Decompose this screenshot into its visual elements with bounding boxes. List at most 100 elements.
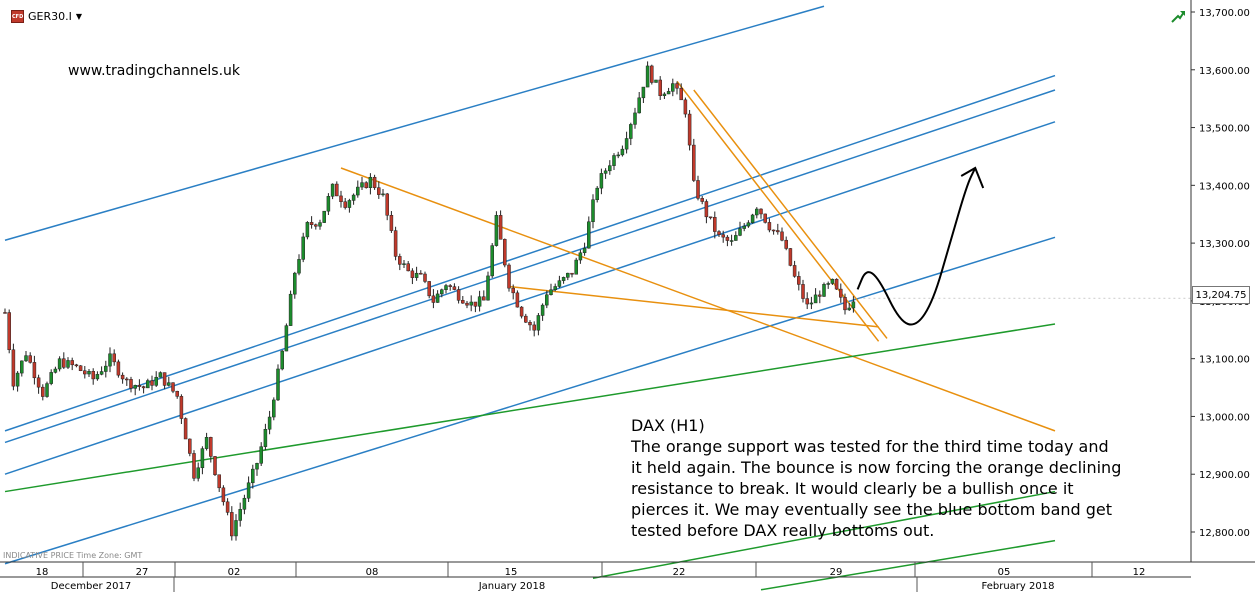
candle bbox=[725, 236, 730, 241]
y-tick-label: 13,600.00 bbox=[1199, 66, 1250, 77]
candle bbox=[595, 187, 599, 200]
candle bbox=[498, 215, 503, 240]
candle bbox=[776, 230, 780, 233]
candle bbox=[356, 186, 360, 196]
candle bbox=[671, 83, 675, 92]
candle bbox=[158, 372, 163, 378]
candle bbox=[381, 193, 385, 196]
candle bbox=[515, 292, 520, 308]
candle bbox=[280, 350, 284, 370]
candle bbox=[70, 360, 74, 366]
candle bbox=[230, 512, 234, 537]
commentary-line: The orange support was tested for the th… bbox=[631, 437, 1109, 456]
candle bbox=[49, 372, 53, 384]
candle bbox=[616, 154, 620, 157]
chevron-down-icon[interactable]: ▼ bbox=[75, 11, 83, 21]
candle bbox=[343, 201, 347, 208]
candle bbox=[687, 113, 692, 146]
blue-trendline bbox=[4, 5, 825, 241]
candle bbox=[654, 79, 658, 83]
candle bbox=[805, 298, 809, 305]
candle bbox=[83, 370, 87, 375]
symbol-selector[interactable]: CFD GER30.I ▼ bbox=[11, 8, 82, 24]
candle bbox=[465, 302, 469, 306]
trend-up-icon[interactable] bbox=[1170, 8, 1186, 24]
candle bbox=[696, 180, 700, 199]
candle bbox=[629, 124, 633, 139]
candle bbox=[784, 239, 788, 249]
candle bbox=[213, 456, 217, 475]
month-label: January 2018 bbox=[478, 581, 546, 592]
month-label: December 2017 bbox=[51, 581, 131, 592]
candle bbox=[650, 65, 654, 83]
candle bbox=[200, 448, 205, 469]
candle bbox=[171, 382, 175, 392]
candle bbox=[305, 222, 310, 238]
commentary-title: DAX (H1) bbox=[631, 416, 705, 435]
candle bbox=[482, 296, 486, 301]
candle bbox=[419, 272, 423, 275]
candle bbox=[204, 437, 209, 449]
candle bbox=[377, 187, 381, 195]
candle bbox=[452, 286, 457, 290]
candle bbox=[528, 322, 532, 326]
candle bbox=[679, 87, 683, 101]
candle bbox=[45, 383, 49, 397]
candle bbox=[95, 374, 100, 380]
candle bbox=[288, 293, 293, 326]
candle bbox=[746, 222, 751, 227]
candle bbox=[637, 97, 641, 114]
x-tick-label: 27 bbox=[136, 567, 149, 578]
candle bbox=[267, 416, 272, 430]
candle bbox=[66, 360, 70, 368]
orange-trendline bbox=[340, 167, 1056, 432]
candle bbox=[20, 360, 24, 374]
candle bbox=[608, 165, 612, 172]
candle bbox=[402, 263, 406, 265]
candle bbox=[385, 193, 389, 216]
candle bbox=[620, 148, 625, 156]
candle bbox=[62, 358, 66, 368]
candle bbox=[309, 222, 314, 225]
watermark-text: www.tradingchannels.uk bbox=[68, 63, 240, 79]
candle bbox=[713, 216, 717, 232]
candle bbox=[7, 312, 11, 351]
candle bbox=[301, 236, 305, 260]
candle bbox=[297, 259, 301, 274]
green-trendline bbox=[592, 490, 1056, 579]
candle bbox=[818, 294, 822, 297]
candle bbox=[167, 382, 171, 386]
blue-trendline bbox=[4, 236, 1056, 565]
candle bbox=[574, 259, 578, 275]
candle bbox=[599, 173, 604, 189]
candle bbox=[196, 467, 200, 479]
candle bbox=[339, 195, 343, 202]
candle bbox=[822, 284, 826, 297]
candle bbox=[314, 224, 318, 227]
candle bbox=[125, 378, 129, 381]
candle bbox=[826, 283, 830, 285]
green-trendline bbox=[4, 323, 1056, 493]
x-axis: 18 27 02 08 15 22 29 05 12 December 2017 January 2… bbox=[36, 562, 1145, 592]
candle bbox=[398, 256, 402, 265]
candle bbox=[255, 463, 259, 470]
candle bbox=[141, 386, 146, 389]
candle bbox=[87, 371, 91, 375]
projection-arrowhead bbox=[960, 166, 985, 189]
green-trendline bbox=[760, 539, 1056, 591]
candle bbox=[557, 280, 562, 287]
candles bbox=[3, 61, 1191, 541]
candle bbox=[729, 240, 734, 242]
candle bbox=[708, 216, 713, 219]
projection-curve bbox=[856, 167, 977, 326]
candle bbox=[797, 276, 801, 285]
candle bbox=[360, 182, 364, 188]
candle bbox=[427, 281, 431, 297]
candle bbox=[53, 368, 58, 373]
candle bbox=[104, 365, 108, 372]
candle bbox=[780, 231, 784, 241]
candle bbox=[582, 247, 587, 254]
candle bbox=[57, 358, 62, 370]
candle bbox=[473, 301, 478, 307]
